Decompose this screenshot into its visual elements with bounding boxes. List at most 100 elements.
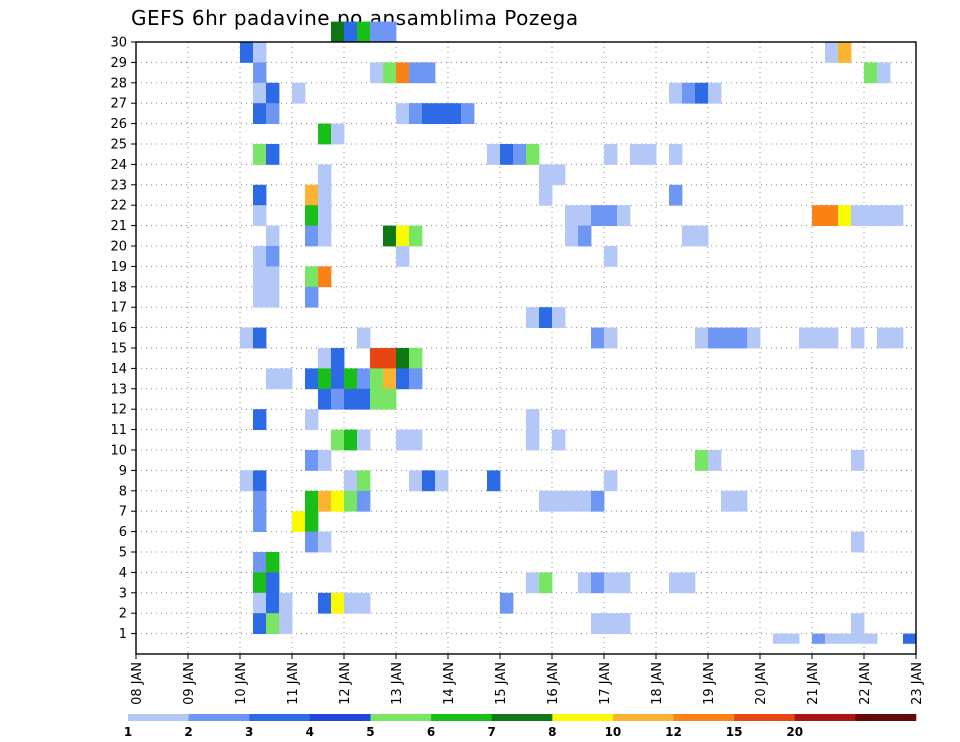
heatmap-cell [799, 327, 813, 349]
heatmap-cell [370, 368, 384, 390]
heatmap-cell [266, 144, 280, 165]
heatmap-cell [396, 368, 410, 390]
colorbar-swatch [128, 714, 189, 721]
heatmap-cell [357, 388, 371, 410]
y-tick-label: 7 [119, 505, 127, 520]
colorbar-swatch [491, 714, 553, 721]
x-tick-label: 16 JAN [546, 662, 561, 705]
heatmap-cell [864, 633, 878, 644]
x-tick-label: 20 JAN [754, 662, 769, 705]
heatmap-cell [240, 42, 254, 63]
heatmap-cell [357, 470, 371, 492]
heatmap-cell [370, 348, 384, 369]
y-tick-label: 23 [110, 178, 127, 193]
heatmap-cell [253, 490, 267, 512]
heatmap-cell [266, 286, 280, 308]
x-tick-label: 12 JAN [338, 662, 353, 705]
heatmap-cell [253, 103, 267, 124]
heatmap-cell [331, 388, 345, 410]
heatmap-cell [409, 103, 423, 124]
heatmap-cell [383, 348, 397, 369]
colorbar-label: 10 [605, 725, 622, 739]
heatmap-cell [435, 103, 449, 124]
heatmap-cell [305, 490, 319, 512]
heatmap-cell [422, 470, 436, 492]
y-tick-label: 10 [110, 444, 127, 459]
heatmap-cell [890, 205, 904, 226]
heatmap-cell [318, 490, 332, 512]
heatmap-cell [500, 144, 514, 165]
y-tick-label: 15 [110, 342, 127, 357]
y-tick-label: 22 [110, 199, 127, 214]
y-tick-label: 4 [119, 566, 127, 581]
x-tick-label: 18 JAN [650, 662, 665, 705]
heatmap-cell [604, 246, 618, 267]
heatmap-cell [565, 225, 579, 247]
heatmap-cell [331, 490, 345, 512]
heatmap-cell [331, 592, 345, 614]
heatmap-cell [253, 144, 267, 165]
heatmap-cell [318, 531, 332, 553]
heatmap-cell [825, 205, 839, 226]
heatmap-cell [396, 103, 410, 124]
heatmap-cell [344, 429, 358, 451]
heatmap-cell [344, 368, 358, 390]
heatmap-cell [864, 205, 878, 226]
heatmap-cell [578, 572, 592, 594]
heatmap-cell [383, 225, 397, 247]
colorbar-swatch [734, 714, 796, 721]
heatmap-cell [851, 205, 865, 226]
heatmap-cell [877, 205, 891, 226]
heatmap-cell [851, 613, 865, 634]
heatmap-cell [409, 225, 423, 247]
heatmap-cell [266, 266, 280, 288]
heatmap-cell [318, 205, 332, 226]
colorbar-label: 8 [548, 725, 556, 739]
heatmap-cell [838, 633, 852, 644]
heatmap-cell [253, 286, 267, 308]
heatmap-cell [877, 62, 891, 84]
x-tick-label: 17 JAN [598, 662, 613, 705]
heatmap-cell [721, 490, 735, 512]
heatmap-cell [591, 327, 605, 349]
heatmap-cell [240, 327, 254, 349]
heatmap-cell [422, 103, 436, 124]
heatmap-cell [721, 327, 735, 349]
heatmap-cell [344, 470, 358, 492]
heatmap-cell [370, 21, 384, 43]
x-tick-label: 10 JAN [234, 662, 249, 705]
heatmap-cell [331, 123, 345, 145]
heatmap-cell [266, 246, 280, 267]
y-tick-label: 12 [110, 403, 127, 418]
colorbar-label: 20 [786, 725, 803, 739]
x-tick-label: 11 JAN [286, 662, 301, 705]
heatmap-cell [812, 327, 826, 349]
heatmap-cell [357, 592, 371, 614]
colorbar-swatch [552, 714, 614, 721]
heatmap-cell [708, 82, 722, 104]
heatmap-cell [357, 21, 371, 43]
colorbar-label: 6 [427, 725, 435, 739]
y-tick-label: 3 [119, 586, 127, 601]
heatmap-cell [409, 348, 423, 369]
heatmap-cell [383, 62, 397, 84]
colorbar-label: 2 [184, 725, 192, 739]
x-axis: 08 JAN 09 JAN 10 JAN 11 JAN 12 JAN 13 JAN 14 J… [130, 654, 925, 705]
heatmap-cell [734, 327, 748, 349]
y-tick-label: 18 [110, 280, 127, 295]
heatmap-cell [747, 327, 761, 349]
heatmap-cell [864, 62, 878, 84]
heatmap-cell [903, 633, 917, 644]
heatmap-cell [279, 592, 293, 614]
heatmap-cell [305, 286, 319, 308]
heatmap-cell [552, 307, 566, 328]
heatmap-cell [292, 82, 306, 104]
x-tick-label: 15 JAN [494, 662, 509, 705]
heatmap-cell [604, 205, 618, 226]
heatmap-cell [357, 368, 371, 390]
heatmap-cell [552, 164, 566, 186]
heatmap-cell [682, 225, 696, 247]
heatmap-cell [552, 490, 566, 512]
y-tick-label: 16 [110, 321, 127, 336]
